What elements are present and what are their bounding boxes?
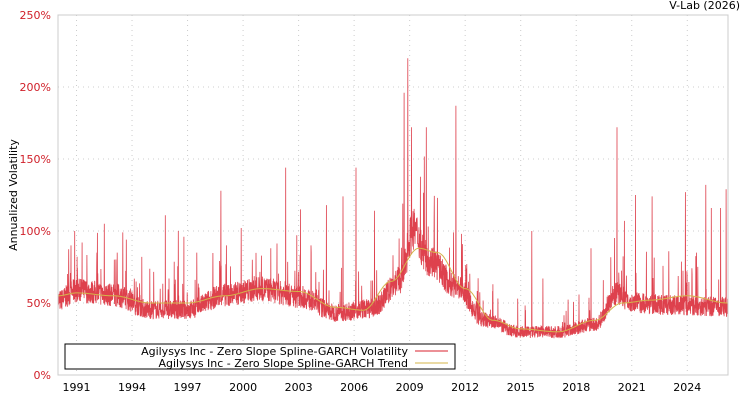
x-tick-label: 2000	[229, 381, 257, 394]
plot-frame	[57, 14, 729, 376]
trend-line	[58, 247, 728, 333]
volatility-line	[57, 58, 729, 339]
legend: Agilysys Inc - Zero Slope Spline-GARCH V…	[64, 343, 456, 370]
x-tick-label: 2018	[562, 381, 590, 394]
legend-label-volatility: Agilysys Inc - Zero Slope Spline-GARCH V…	[141, 345, 408, 358]
x-tick-label: 2012	[451, 381, 479, 394]
x-tick-label: 1991	[63, 381, 91, 394]
x-tick-label: 2003	[285, 381, 313, 394]
grid	[58, 15, 728, 375]
y-tick-label: 150%	[20, 153, 51, 166]
x-tick-label: 2021	[618, 381, 646, 394]
x-tick-label: 1994	[118, 381, 146, 394]
x-tick-label: 2024	[673, 381, 701, 394]
y-tick-label: 0%	[34, 369, 51, 382]
source-label: V-Lab (2026)	[669, 0, 740, 12]
x-tick-label: 2009	[396, 381, 424, 394]
x-tick-label: 2015	[507, 381, 535, 394]
y-tick-label: 250%	[20, 9, 51, 22]
legend-label-trend: Agilysys Inc - Zero Slope Spline-GARCH T…	[158, 357, 408, 370]
x-tick-label: 1997	[174, 381, 202, 394]
series-group	[57, 58, 729, 339]
y-tick-label: 50%	[27, 297, 51, 310]
y-axis-label: Annualized Volatility	[7, 139, 20, 251]
y-tick-label: 200%	[20, 81, 51, 94]
axes: 0% 50% 100% 150% 200% 250% 1991 1994 1997 2000 200…	[20, 9, 702, 394]
x-tick-label: 2006	[340, 381, 368, 394]
y-tick-label: 100%	[20, 225, 51, 238]
legend-box	[64, 343, 456, 370]
